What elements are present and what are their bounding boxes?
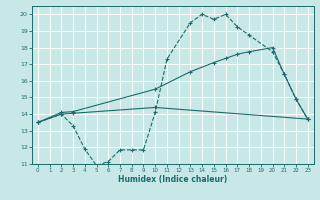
X-axis label: Humidex (Indice chaleur): Humidex (Indice chaleur): [118, 175, 228, 184]
